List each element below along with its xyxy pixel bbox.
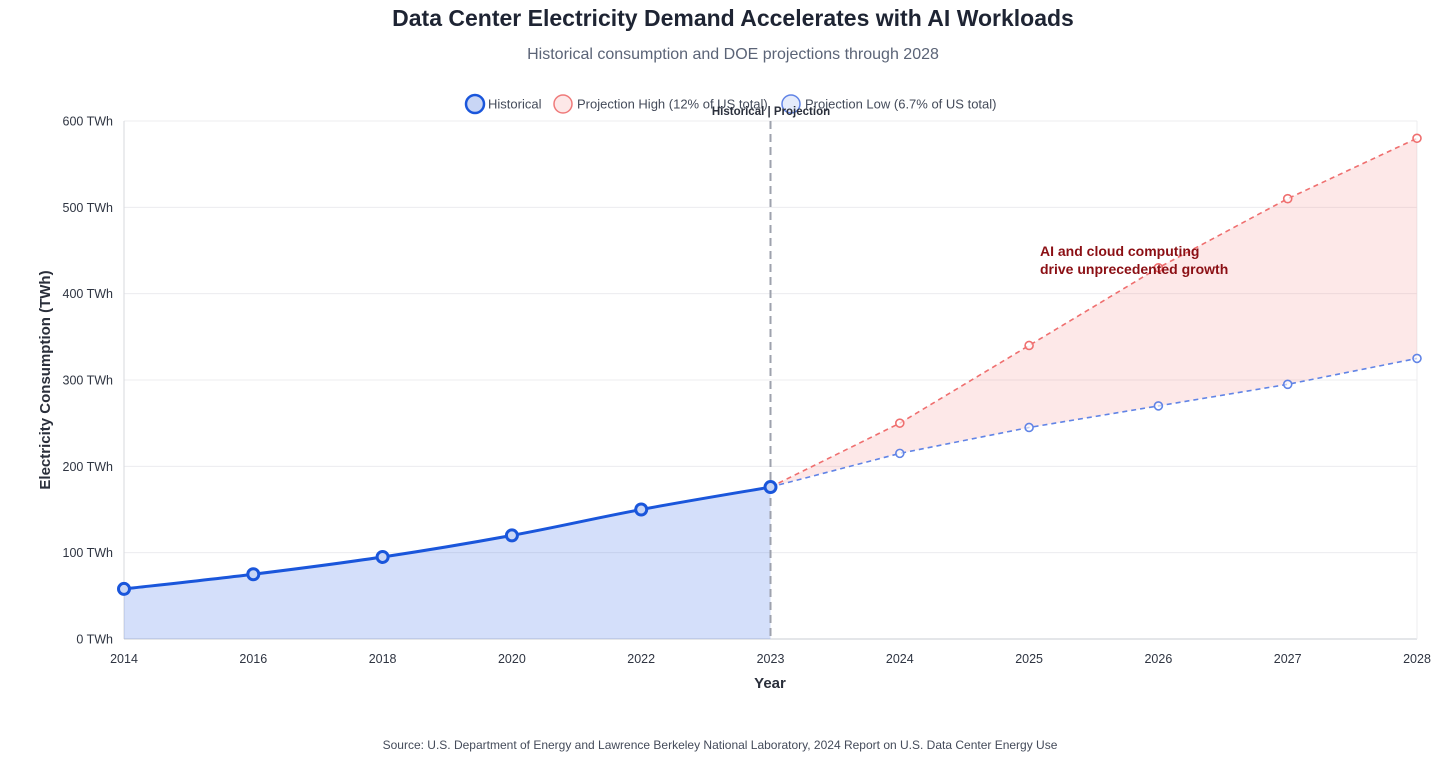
y-tick-label: 0 TWh — [76, 633, 113, 647]
chart-subtitle: Historical consumption and DOE projectio… — [527, 46, 939, 63]
historical-area — [124, 487, 771, 639]
x-tick-label: 2018 — [369, 652, 397, 666]
x-tick-label: 2027 — [1274, 652, 1302, 666]
x-tick-label: 2023 — [757, 652, 785, 666]
source-note: Source: U.S. Department of Energy and La… — [383, 738, 1058, 752]
projection-high-line — [770, 137, 1418, 488]
x-tick-label: 2022 — [627, 652, 655, 666]
legend-label-historical: Historical — [488, 97, 542, 112]
series-points — [117, 133, 1422, 596]
projection-low-point — [1153, 401, 1164, 411]
y-tick-label: 300 TWh — [63, 374, 114, 388]
historical-point — [634, 502, 649, 517]
x-tick-label: 2028 — [1403, 652, 1431, 666]
historical-point — [504, 528, 519, 543]
legend-label-projection-high: Projection High (12% of US total) — [577, 97, 768, 112]
projection-high-point — [1282, 193, 1293, 204]
x-tick-label: 2020 — [498, 652, 526, 666]
historical-point — [375, 549, 390, 564]
y-tick-label: 600 TWh — [63, 115, 114, 129]
y-axis-title: Electricity Consumption (TWh) — [37, 270, 54, 489]
projection-high-point — [894, 418, 905, 428]
area-fills — [124, 138, 1417, 639]
y-tick-label: 100 TWh — [63, 546, 114, 560]
annotation-line-2: drive unprecedented growth — [1040, 261, 1228, 277]
legend-label-projection-low: Projection Low (6.7% of US total) — [805, 97, 996, 112]
historical-point — [117, 581, 131, 596]
x-tick-label: 2025 — [1015, 652, 1043, 666]
x-tick-label: 2026 — [1144, 652, 1172, 666]
historical-line — [123, 485, 771, 591]
y-axis-ticks: 0 TWh 100 TWh 200 TWh 300 TWh 400 TWh 500 TWh… — [63, 115, 114, 647]
projection-low-line — [770, 357, 1418, 488]
annotation-line-1: AI and cloud computing — [1040, 243, 1199, 259]
x-tick-label: 2016 — [239, 652, 267, 666]
y-tick-label: 500 TWh — [63, 201, 114, 215]
projection-band — [770, 138, 1417, 488]
projection-high-point — [1153, 262, 1164, 273]
x-axis-ticks: 2014 2016 2018 2020 2022 2023 2024 2025 2026 2027… — [110, 652, 1431, 666]
chart-title: Data Center Electricity Demand Accelerat… — [392, 5, 1074, 31]
legend: Historical Projection High (12% of US to… — [464, 93, 996, 115]
series-lines — [123, 137, 1418, 591]
legend-marker-projection-high — [553, 94, 573, 114]
projection-low-point — [1024, 422, 1034, 433]
projection-high-point — [1024, 340, 1034, 351]
projection-high-point — [1412, 133, 1422, 144]
y-tick-label: 200 TWh — [63, 460, 114, 474]
x-tick-label: 2024 — [886, 652, 914, 666]
legend-marker-historical — [464, 93, 486, 115]
legend-marker-projection-low — [781, 94, 801, 114]
divider-label: Historical | Projection — [712, 106, 830, 118]
projection-low-point — [894, 448, 905, 459]
y-tick-label: 400 TWh — [63, 287, 114, 301]
x-tick-label: 2014 — [110, 652, 138, 666]
projection-low-point — [1412, 353, 1422, 364]
x-axis-title: Year — [754, 675, 786, 692]
historical-point — [763, 480, 778, 495]
projection-low-point — [1282, 379, 1293, 390]
historical-point — [246, 567, 261, 582]
growth-annotation: AI and cloud computing drive unprecedent… — [1040, 243, 1228, 277]
